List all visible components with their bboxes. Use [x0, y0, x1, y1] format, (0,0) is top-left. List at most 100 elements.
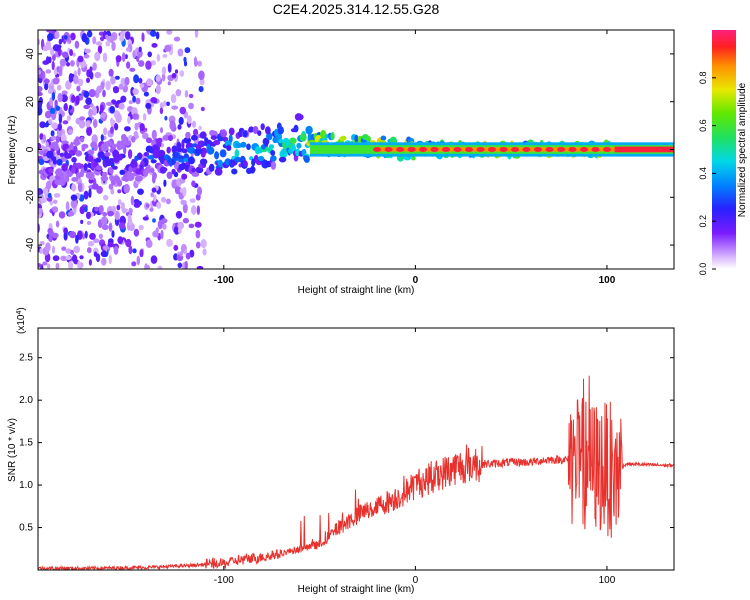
heatmap-noise-cell — [145, 60, 152, 70]
heatmap-noise-cell — [102, 89, 106, 98]
heatmap-noise-cell — [99, 104, 104, 113]
heatmap-ridge-cell — [257, 130, 262, 137]
heatmap-ridge-cell — [71, 157, 77, 163]
heatmap-noise-cell — [83, 104, 91, 110]
heatmap-ridge-cell — [265, 126, 271, 135]
heatmap-noise-cell — [184, 260, 188, 269]
heatmap-ridge-cell — [157, 139, 162, 148]
x-tick-label: 100 — [599, 575, 616, 586]
y-tick-label: 2.0 — [19, 395, 33, 406]
heatmap-ridge-cell — [159, 166, 167, 174]
y-tick-label: 20 — [25, 96, 36, 108]
heatmap-noise-cell — [70, 198, 78, 209]
colorbar-axis: 0.0 0.2 0.4 0.6 0.8 — [698, 72, 716, 275]
heatmap-noise-cell — [183, 56, 187, 63]
heatmap-noise-cell — [128, 100, 134, 105]
heatmap-noise-cell — [82, 233, 86, 240]
snr-panel: 0.5 1.0 1.5 2.0 2.5 -100 0 100 (x104) Height o… — [7, 307, 675, 595]
heatmap-noise-cell — [63, 35, 68, 40]
heatmap-noise-cell — [52, 206, 59, 213]
heatmap-noise-cell — [84, 230, 88, 239]
heatmap-ridge-cell — [108, 167, 114, 174]
heatmap-noise-cell — [94, 51, 101, 62]
heatmap-noise-cell — [89, 71, 94, 80]
heatmap-noise-cell — [55, 262, 60, 269]
heatmap-noise-cell — [42, 45, 49, 52]
heatmap-noise-cell — [52, 44, 60, 52]
heatmap-noise-cell — [151, 129, 157, 140]
heatmap-noise-cell — [52, 232, 59, 239]
heatmap-noise-cell — [164, 115, 168, 121]
heatmap-noise-cell — [197, 60, 203, 67]
heatmap-ridge-cell — [145, 137, 153, 144]
heatmap-noise-cell — [125, 47, 130, 52]
heatmap-noise-cell — [96, 85, 103, 94]
heatmap-noise-cell — [58, 211, 66, 219]
heatmap-noise-cell — [190, 205, 197, 215]
heatmap-noise-cell — [200, 106, 205, 112]
heatmap-noise-cell — [70, 32, 76, 41]
heatmap-noise-cell — [46, 263, 51, 269]
heatmap-noise-cell — [93, 238, 100, 243]
heatmap-ridge-cell — [68, 149, 76, 155]
heatmap-noise-cell — [88, 259, 92, 266]
heatmap-noise-cell — [38, 208, 43, 215]
heatmap-ridge-cell — [219, 149, 227, 158]
heatmap-noise-cell — [113, 87, 119, 94]
heatmap-noise-cell — [56, 84, 62, 91]
heatmap-noise-cell — [57, 123, 62, 131]
heatmap-noise-cell — [162, 53, 168, 59]
heatmap-ridge-cell — [260, 123, 265, 131]
heatmap-noise-cell — [55, 135, 60, 144]
heatmap-noise-cell — [69, 231, 77, 239]
heatmap-noise-cell — [77, 67, 81, 76]
heatmap-noise-cell — [142, 113, 147, 121]
heatmap-noise-cell — [202, 248, 207, 256]
heatmap-noise-cell — [51, 60, 55, 71]
heatmap-ridge-cell — [290, 145, 297, 153]
heatmap-noise-cell — [173, 36, 181, 42]
heatmap-ridge-cell — [208, 163, 215, 172]
heatmap-noise-cell — [150, 97, 158, 103]
heatmap-peak-cell — [545, 147, 554, 152]
heatmap-ridge-cell — [187, 156, 195, 165]
heatmap-noise-cell — [132, 113, 139, 120]
heatmap-ridge-cell — [171, 168, 176, 175]
heatmap-noise-cell — [79, 255, 84, 260]
heatmap-noise-cell — [63, 227, 68, 235]
heatmap-noise-cell — [86, 126, 93, 136]
heatmap-noise-cell — [166, 238, 173, 247]
heatmap-noise-cell — [42, 187, 49, 195]
heatmap-noise-cell — [119, 34, 125, 42]
heatmap-noise-cell — [175, 89, 182, 97]
heatmap-noise-cell — [111, 230, 115, 238]
heatmap-noise-cell — [198, 86, 204, 93]
heatmap-noise-cell — [162, 100, 167, 107]
heatmap-ridge-cell — [38, 169, 44, 175]
heatmap-noise-cell — [136, 56, 140, 62]
heatmap-noise-cell — [164, 44, 172, 52]
heatmap-ridge-cell — [214, 167, 223, 176]
heatmap-noise-cell — [55, 105, 61, 111]
heatmap-noise-cell — [66, 115, 71, 121]
heatmap-ridge-cell — [277, 126, 285, 135]
spectrogram-y-axis: -40 -20 0 20 40 — [25, 48, 674, 252]
heatmap-noise-cell — [119, 169, 125, 175]
heatmap-noise-cell — [123, 183, 130, 194]
heatmap-ridge-cell — [101, 171, 108, 177]
heatmap-noise-cell — [136, 255, 141, 266]
colorbar-tick-label: 0.4 — [698, 167, 708, 180]
heatmap-noise-cell — [70, 60, 75, 67]
heatmap-ridge-cell — [181, 148, 188, 154]
heatmap-noise-cell — [197, 186, 202, 196]
heatmap-ridge-cell — [112, 175, 121, 183]
heatmap-ridge-cell — [303, 155, 310, 163]
heatmap-noise-cell — [143, 127, 148, 132]
heatmap-noise-cell — [55, 220, 60, 228]
heatmap-noise-cell — [135, 97, 141, 105]
heatmap-noise-cell — [118, 102, 125, 110]
heatmap-noise-cell — [91, 183, 99, 190]
heatmap-ridge-cell — [278, 138, 284, 144]
heatmap-noise-cell — [138, 46, 142, 53]
heatmap-noise-cell — [38, 85, 43, 93]
